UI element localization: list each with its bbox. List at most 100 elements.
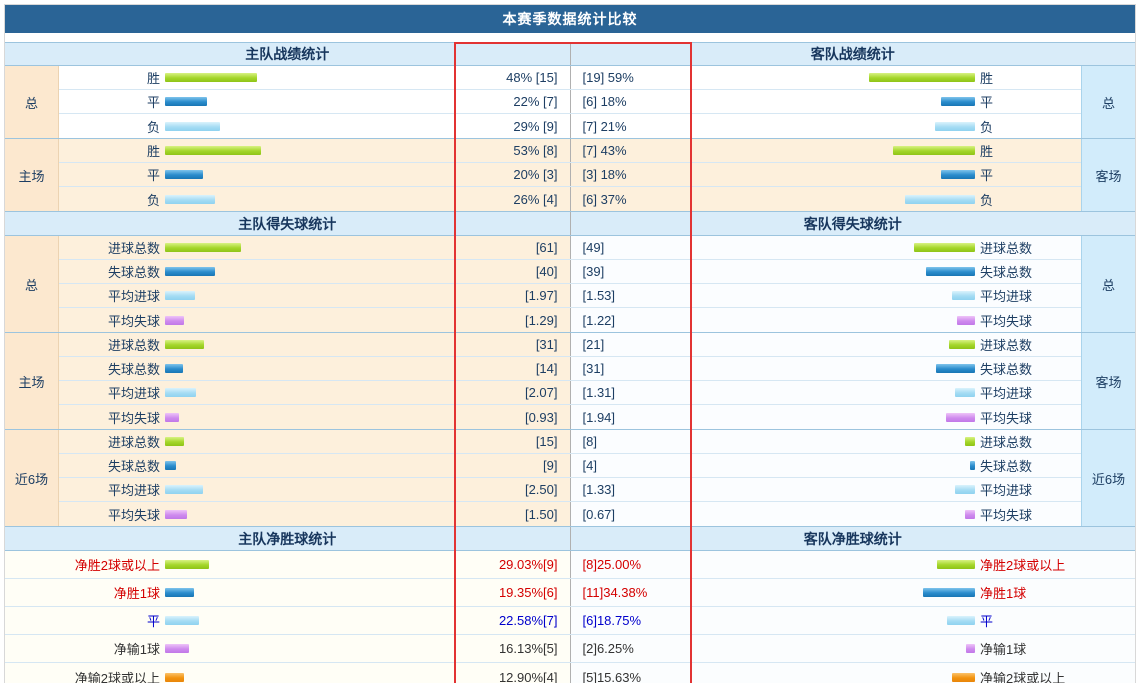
group-rows: 胜 53% [8] [7] 43% 胜平 20% [3] [3] 18% 平负 26% [4]… — [59, 139, 1081, 211]
bar-zone — [165, 560, 460, 569]
group-rows: 进球总数 [31] [21] 进球总数 失球总数 [14] [31] 失球总数 平均进球 [2.0… — [59, 333, 1081, 429]
away-value: [31] — [582, 361, 605, 376]
green-stat-bar — [893, 146, 975, 155]
bar-zone — [681, 672, 975, 682]
group-label-right: 总 — [1081, 66, 1135, 138]
green-stat-bar — [165, 146, 261, 155]
bar-zone — [165, 461, 460, 470]
away-row: [1.31] 平均进球 — [569, 381, 1081, 404]
stat-row: 胜 48% [15] [19] 59% 胜 — [59, 66, 1081, 90]
stat-row: 失球总数 [14] [31] 失球总数 — [59, 357, 1081, 381]
away-value: [2]6.25% — [582, 641, 634, 656]
lightblue-stat-bar — [165, 291, 195, 300]
green-stat-bar — [949, 340, 975, 349]
row-label: 进球总数 — [980, 241, 1033, 256]
stat-row: 平均失球 [1.29] [1.22] 平均失球 — [59, 308, 1081, 332]
away-value: [49] — [582, 240, 605, 255]
home-row: 平 22.58%[7] — [5, 607, 570, 634]
away-row: [39] 失球总数 — [569, 260, 1081, 283]
home-value: 22% [7] — [513, 94, 558, 109]
green-stat-bar — [165, 340, 204, 349]
home-row: 进球总数 [31] — [59, 333, 570, 356]
away-value: [6] 18% — [582, 94, 627, 109]
home-value: [1.29] — [524, 312, 558, 328]
row-label: 胜 — [980, 71, 994, 86]
section-header-left: 主队净胜球统计 — [238, 530, 337, 547]
row-label: 失球总数 — [107, 362, 160, 377]
bar-zone — [681, 121, 975, 131]
row-label: 失球总数 — [107, 459, 160, 474]
bar-zone — [681, 388, 975, 397]
stats-page: 本赛季数据统计比较 主队战绩统计 客队战绩统计总胜 48% [15] [19] 59%… — [4, 4, 1136, 683]
home-row: 失球总数 [40] — [59, 260, 570, 283]
green-stat-bar — [914, 243, 975, 252]
away-row: [6]18.75% 平 — [569, 607, 1135, 634]
away-row: [1.33] 平均进球 — [569, 478, 1081, 501]
group-label-left: 主场 — [5, 333, 59, 429]
stat-row: 负 26% [4] [6] 37% 负 — [59, 187, 1081, 211]
green-stat-bar — [965, 437, 975, 446]
row-label: 净输2球或以上 — [980, 670, 1066, 683]
home-value: 29% [9] — [513, 118, 558, 134]
group-label-left: 主场 — [5, 139, 59, 211]
away-row: [8]25.00% 净胜2球或以上 — [569, 551, 1135, 578]
section-header: 主队净胜球统计 客队净胜球统计 — [5, 527, 1135, 551]
away-value: [8] — [582, 434, 597, 449]
stat-row: 净胜1球 19.35%[6] [11]34.38% 净胜1球 — [5, 579, 1135, 607]
bar-zone — [681, 194, 975, 204]
home-row: 平均失球 [0.93] — [59, 405, 570, 429]
row-label: 平均进球 — [107, 289, 160, 304]
row-label: 平 — [146, 168, 160, 183]
bar-zone — [165, 291, 460, 300]
net-rows: 净胜2球或以上 29.03%[9] [8]25.00% 净胜2球或以上 净胜1球 19.3… — [5, 551, 1135, 683]
group-label-right: 客场 — [1081, 139, 1135, 211]
home-row: 平均进球 [2.07] — [59, 381, 570, 404]
group-label-right: 总 — [1081, 236, 1135, 332]
away-value: [1.53] — [582, 288, 616, 303]
stat-row: 进球总数 [15] [8] 进球总数 — [59, 430, 1081, 454]
blue-stat-bar — [165, 588, 194, 597]
home-row: 平均进球 [1.97] — [59, 284, 570, 307]
green-stat-bar — [937, 560, 975, 569]
orange-stat-bar — [952, 672, 975, 682]
row-label: 平 — [146, 614, 160, 629]
row-label: 平均失球 — [980, 507, 1033, 523]
away-value: [19] 59% — [582, 70, 634, 85]
purple-stat-bar — [946, 412, 975, 422]
lightblue-stat-bar — [955, 485, 975, 494]
away-row: [3] 18% 平 — [569, 163, 1081, 186]
bar-zone — [681, 588, 975, 597]
stat-row: 失球总数 [9] [4] 失球总数 — [59, 454, 1081, 478]
group-rows: 进球总数 [15] [8] 进球总数 失球总数 [9] [4] 失球总数 平均进球 [2.50] [… — [59, 430, 1081, 526]
away-row: [7] 21% 负 — [569, 114, 1081, 138]
home-value: [2.07] — [524, 385, 558, 400]
stat-row: 平均进球 [1.97] [1.53] 平均进球 — [59, 284, 1081, 308]
bar-zone — [681, 509, 975, 519]
bar-zone — [165, 170, 460, 179]
row-label: 平 — [980, 95, 994, 110]
away-value: [8]25.00% — [582, 557, 642, 572]
bar-zone — [165, 97, 460, 106]
home-value: [61] — [535, 240, 558, 255]
bar-zone — [165, 73, 460, 82]
stat-group: 主场 进球总数 [31] [21] 进球总数 失球总数 [14] [31] 失球总数 平均进球 [2… — [5, 333, 1135, 430]
home-value: 19.35%[6] — [498, 585, 558, 600]
bar-zone — [165, 267, 460, 276]
row-label: 胜 — [146, 71, 160, 86]
stat-group: 总进球总数 [61] [49] 进球总数 失球总数 [40] [39] 失球总数 平均进球 [1.… — [5, 236, 1135, 333]
bar-zone — [165, 509, 460, 519]
away-value: [1.31] — [582, 385, 616, 400]
home-row: 净输1球 16.13%[5] — [5, 635, 570, 662]
home-value: [1.97] — [524, 288, 558, 303]
stat-row: 负 29% [9] [7] 21% 负 — [59, 114, 1081, 138]
home-row: 净胜1球 19.35%[6] — [5, 579, 570, 606]
stat-row: 净输1球 16.13%[5] [2]6.25% 净输1球 — [5, 635, 1135, 663]
orange-stat-bar — [165, 672, 184, 682]
row-label: 平均失球 — [980, 410, 1033, 426]
green-stat-bar — [165, 73, 257, 82]
group-label-left: 近6场 — [5, 430, 59, 526]
bar-zone — [681, 146, 975, 155]
away-value: [5]15.63% — [582, 669, 642, 683]
row-label: 负 — [980, 119, 994, 135]
section-header-left: 主队战绩统计 — [245, 46, 330, 62]
